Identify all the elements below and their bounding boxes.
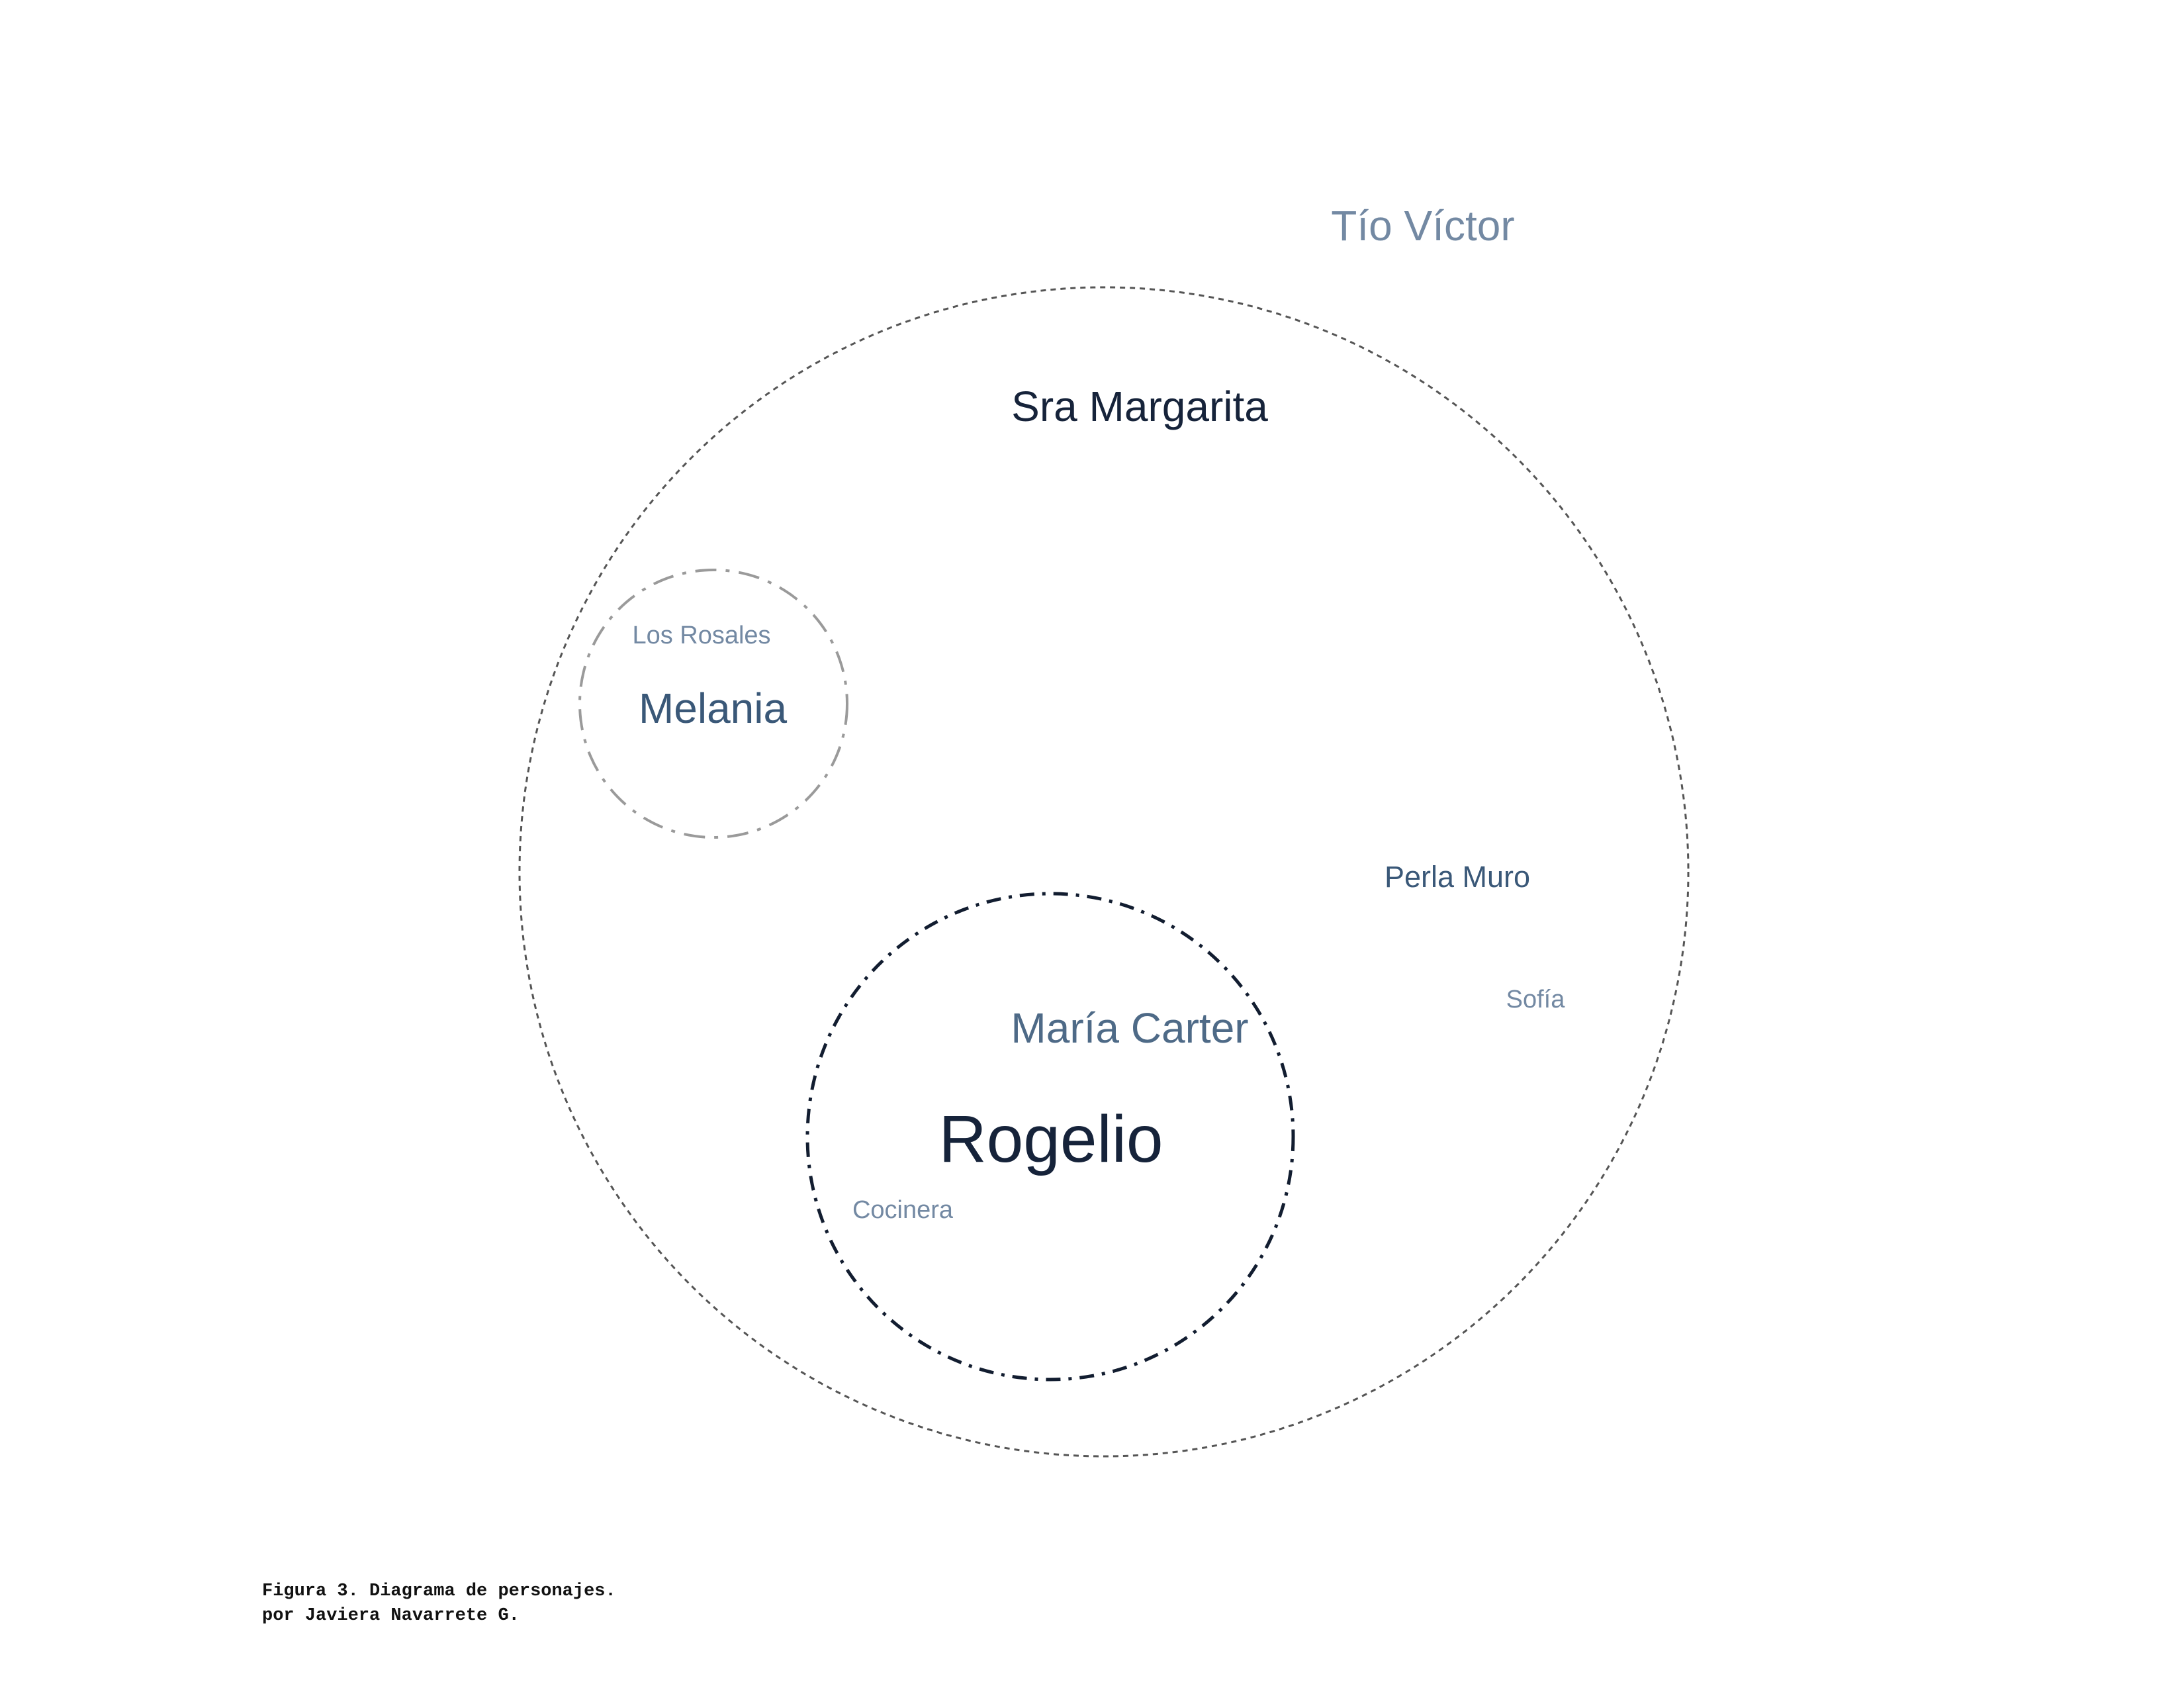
caption-author: por Javiera Navarrete G.	[262, 1606, 520, 1626]
label-rogelio: Rogelio	[938, 1102, 1163, 1176]
label-maria-carter: María Carter	[1011, 1004, 1248, 1052]
caption-title: Figura 3. Diagrama de personajes.	[262, 1581, 616, 1601]
label-sra-margarita: Sra Margarita	[1011, 383, 1268, 430]
label-tio-victor: Tío Víctor	[1331, 202, 1514, 250]
label-melania: Melania	[639, 684, 788, 732]
label-sofia: Sofía	[1506, 986, 1566, 1013]
figure-caption: Figura 3. Diagrama de personajes. por Ja…	[262, 1579, 616, 1628]
label-los-rosales: Los Rosales	[632, 622, 770, 649]
label-perla-muro: Perla Muro	[1385, 860, 1530, 894]
rogelio-circle	[805, 892, 1295, 1382]
label-cocinera: Cocinera	[852, 1196, 954, 1224]
outer-circle	[518, 286, 1690, 1458]
melania-circle	[578, 569, 848, 839]
